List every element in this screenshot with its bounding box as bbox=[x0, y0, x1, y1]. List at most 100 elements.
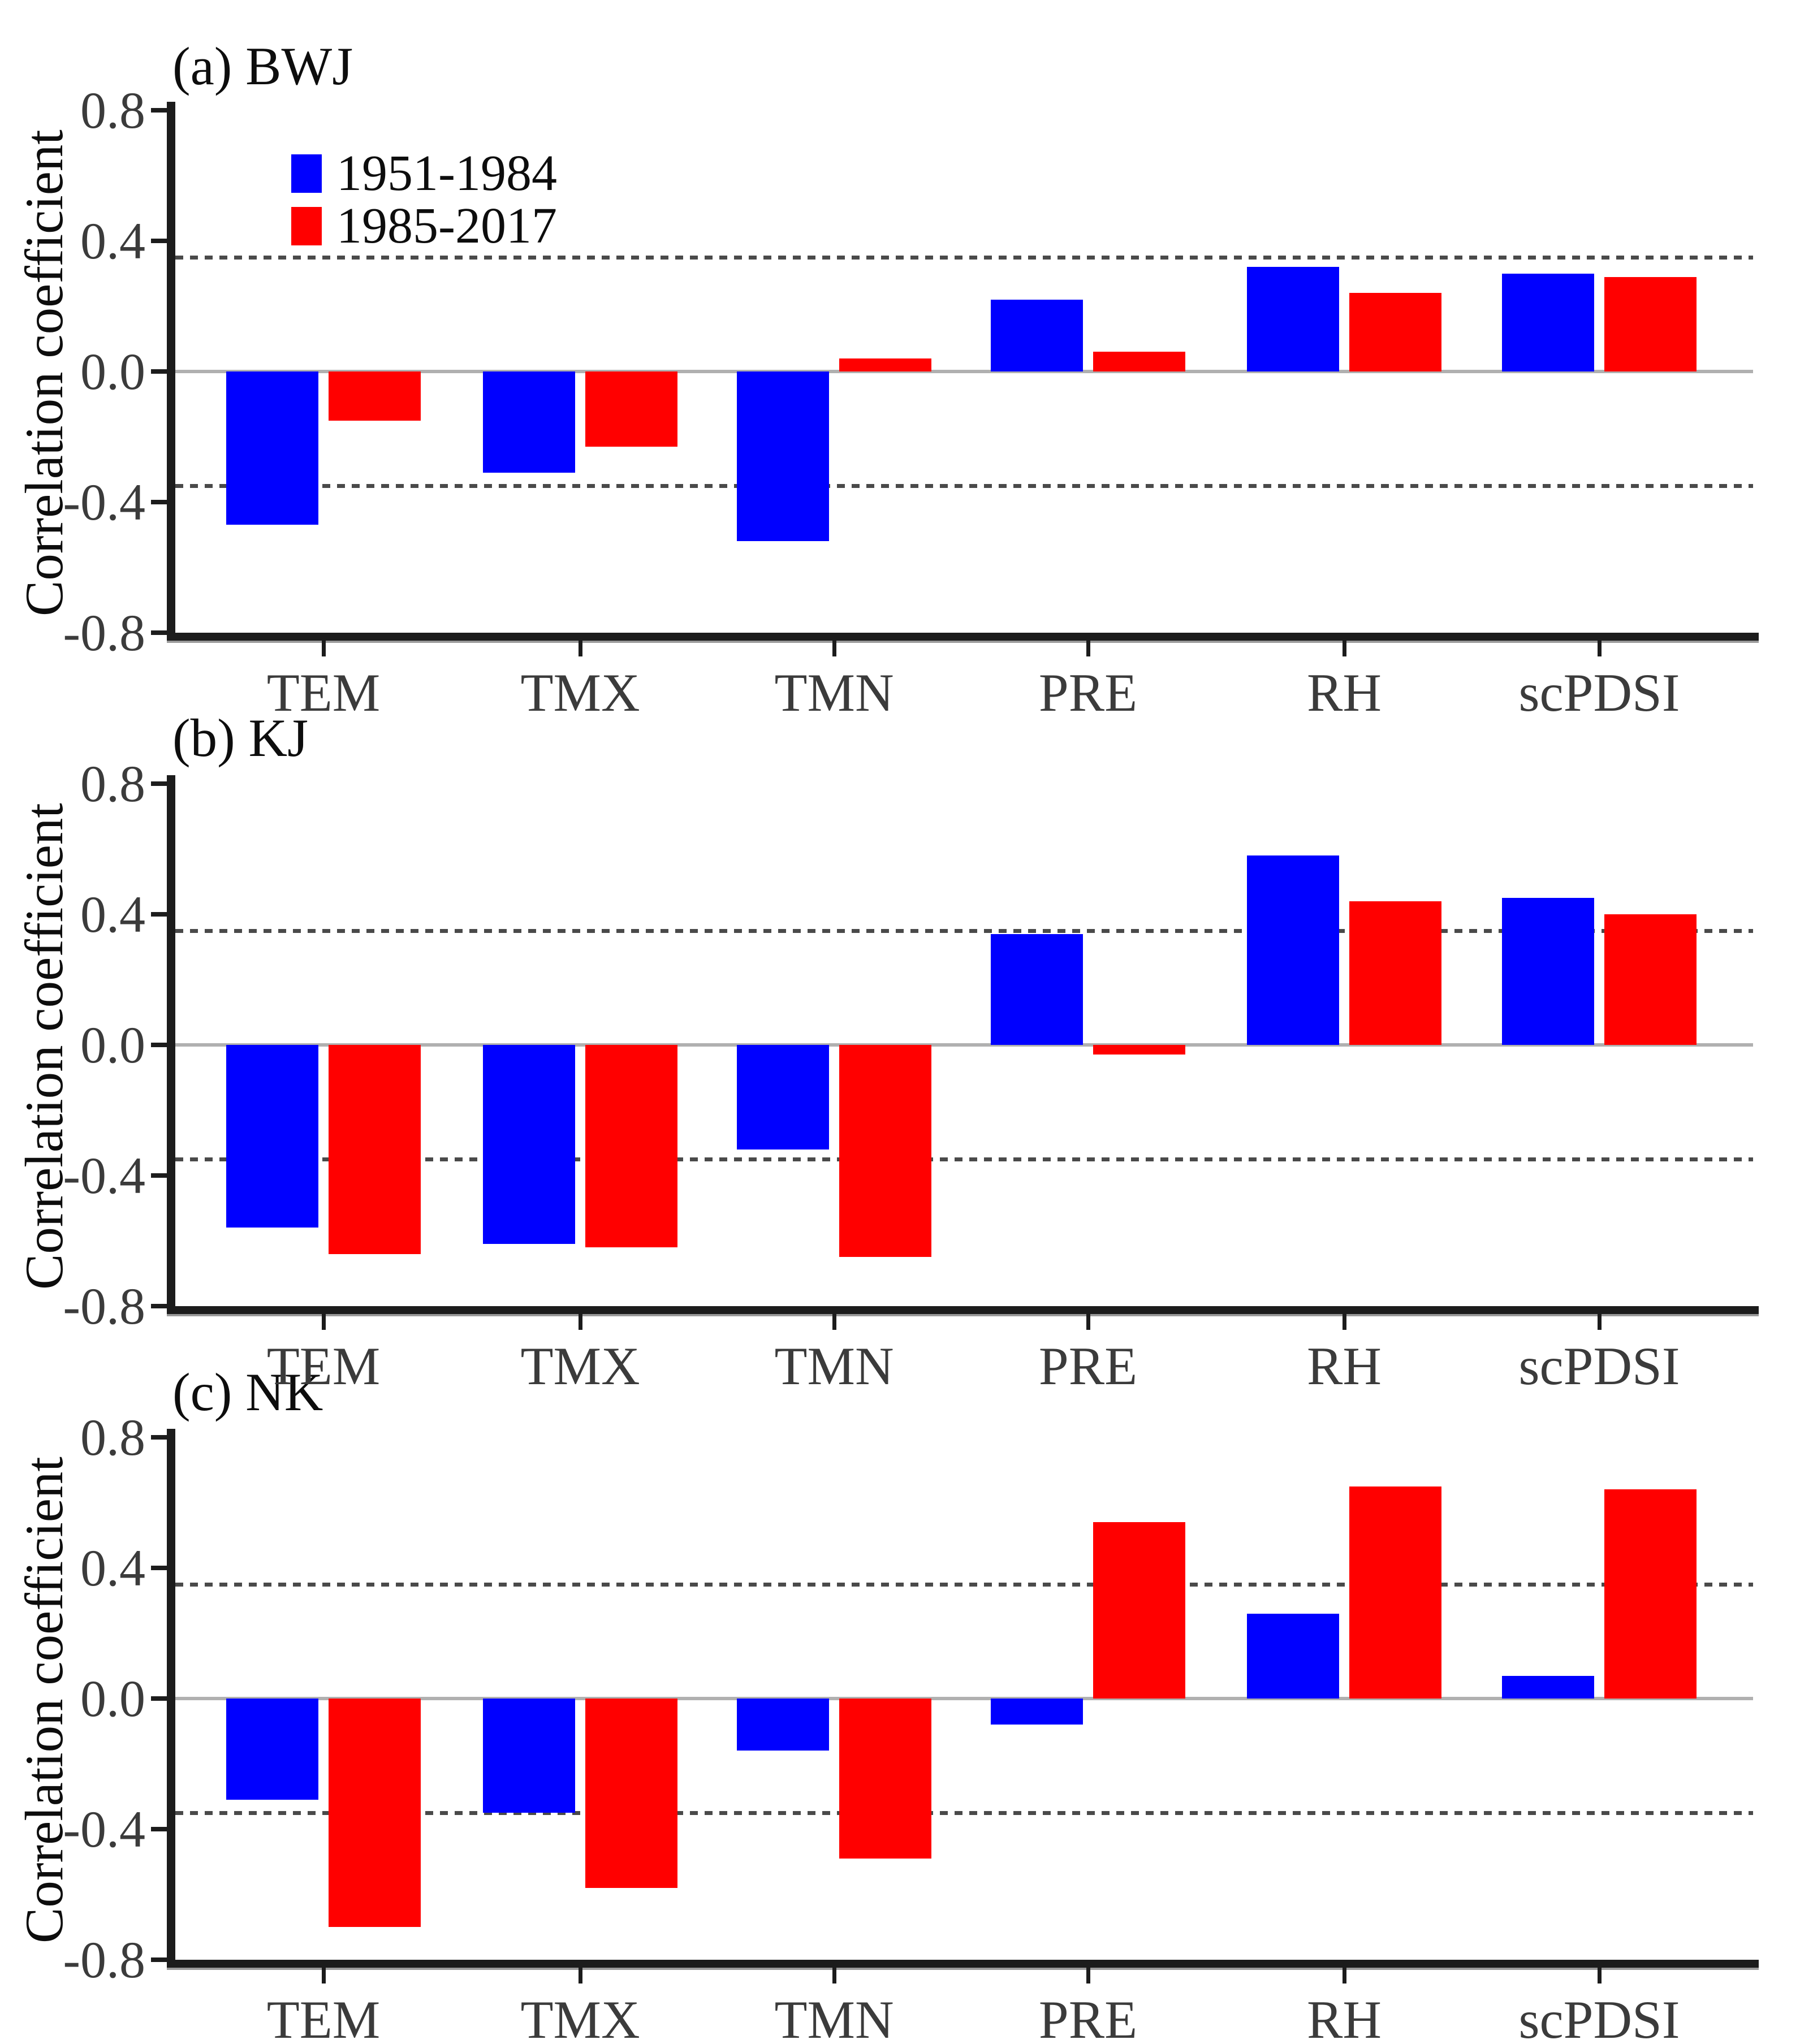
legend-row-1985-2017: 1985-2017 bbox=[291, 201, 557, 252]
y-tick-label-b-0.0: 0.0 bbox=[80, 1016, 145, 1074]
x-category-label-b-RH: RH bbox=[1307, 1336, 1382, 1396]
bar-c-TEM-1985-2017 bbox=[329, 1699, 421, 1927]
x-tick-a-RH bbox=[1343, 641, 1346, 656]
x-category-label-a-scPDSI: scPDSI bbox=[1518, 663, 1680, 723]
panel-a-title: (a) BWJ bbox=[172, 36, 353, 96]
bar-c-RH-1985-2017 bbox=[1349, 1486, 1441, 1699]
bar-a-RH-1985-2017 bbox=[1349, 293, 1441, 371]
x-tick-c-scPDSI bbox=[1598, 1968, 1602, 1983]
legend-label-1985-2017: 1985-2017 bbox=[336, 198, 557, 254]
x-category-label-b-TMN: TMN bbox=[774, 1336, 894, 1396]
y-tick-c-0.8 bbox=[151, 1435, 167, 1440]
y-tick-b-0.4 bbox=[151, 912, 167, 917]
y-tick-c--0.4 bbox=[151, 1827, 167, 1831]
x-tick-a-scPDSI bbox=[1598, 641, 1602, 656]
bar-a-RH-1951-1984 bbox=[1247, 267, 1339, 371]
bar-c-scPDSI-1951-1984 bbox=[1502, 1676, 1594, 1699]
x-tick-c-PRE bbox=[1086, 1968, 1090, 1983]
bar-a-TMX-1951-1984 bbox=[483, 371, 575, 473]
x-category-label-c-scPDSI: scPDSI bbox=[1518, 1990, 1680, 2044]
significance-line-b-lower bbox=[175, 1157, 1753, 1161]
significance-line-b-upper bbox=[175, 929, 1753, 933]
y-tick-label-b--0.8: -0.8 bbox=[63, 1277, 145, 1335]
x-category-label-c-TMX: TMX bbox=[520, 1990, 640, 2044]
x-tick-b-PRE bbox=[1086, 1314, 1090, 1330]
y-tick-label-a--0.4: -0.4 bbox=[63, 473, 145, 531]
bar-c-PRE-1985-2017 bbox=[1093, 1522, 1185, 1699]
y-tick-label-a--0.8: -0.8 bbox=[63, 604, 145, 662]
y-tick-b--0.8 bbox=[151, 1304, 167, 1308]
bar-a-PRE-1951-1984 bbox=[991, 300, 1083, 371]
x-tick-b-TMN bbox=[832, 1314, 836, 1330]
x-tick-a-TMN bbox=[832, 641, 836, 656]
bar-b-RH-1951-1984 bbox=[1247, 855, 1339, 1045]
y-tick-a--0.8 bbox=[151, 630, 167, 635]
y-tick-a-0.8 bbox=[151, 108, 167, 113]
y-tick-label-b--0.4: -0.4 bbox=[63, 1147, 145, 1204]
legend-label-1951-1984: 1951-1984 bbox=[336, 145, 557, 201]
bar-b-RH-1985-2017 bbox=[1349, 901, 1441, 1045]
x-tick-c-TMX bbox=[579, 1968, 582, 1983]
x-tick-b-RH bbox=[1343, 1314, 1346, 1330]
y-tick-label-b-0.8: 0.8 bbox=[80, 755, 145, 813]
x-axis-line-b bbox=[167, 1306, 1759, 1316]
significance-line-c-lower bbox=[175, 1811, 1753, 1815]
y-tick-label-a-0.8: 0.8 bbox=[80, 81, 145, 139]
panel-b-title: (b) KJ bbox=[172, 708, 309, 768]
bar-a-TEM-1951-1984 bbox=[226, 371, 318, 525]
y-tick-label-c-0.8: 0.8 bbox=[80, 1408, 145, 1466]
y-tick-a-0.0 bbox=[151, 369, 167, 374]
x-category-label-c-TMN: TMN bbox=[774, 1990, 894, 2044]
y-tick-label-c-0.4: 0.4 bbox=[80, 1539, 145, 1597]
legend-row-1951-1984: 1951-1984 bbox=[291, 148, 557, 199]
x-category-label-b-TEM: TEM bbox=[266, 1336, 381, 1396]
y-axis-line-c bbox=[167, 1429, 175, 1968]
x-category-label-a-TMN: TMN bbox=[774, 663, 894, 723]
panel-c-title: (c) NK bbox=[172, 1362, 323, 1422]
x-category-label-a-TMX: TMX bbox=[520, 663, 640, 723]
bar-b-scPDSI-1985-2017 bbox=[1604, 914, 1697, 1045]
zero-line-a bbox=[175, 370, 1753, 373]
y-tick-c-0.0 bbox=[151, 1696, 167, 1701]
y-axis-line-a bbox=[167, 102, 175, 641]
x-tick-b-TEM bbox=[322, 1314, 326, 1330]
x-category-label-b-scPDSI: scPDSI bbox=[1518, 1336, 1680, 1396]
y-tick-label-a-0.4: 0.4 bbox=[80, 212, 145, 270]
y-tick-c-0.4 bbox=[151, 1566, 167, 1570]
y-tick-a-0.4 bbox=[151, 239, 167, 243]
bar-c-TMX-1985-2017 bbox=[585, 1699, 677, 1888]
bar-a-TMX-1985-2017 bbox=[585, 371, 677, 447]
x-category-label-b-TMX: TMX bbox=[520, 1336, 640, 1396]
legend-swatch-blue bbox=[291, 154, 322, 193]
bar-c-TMN-1985-2017 bbox=[839, 1699, 931, 1859]
y-tick-label-c--0.4: -0.4 bbox=[63, 1800, 145, 1858]
y-tick-b--0.4 bbox=[151, 1173, 167, 1178]
legend-swatch-red bbox=[291, 207, 322, 245]
bar-c-TEM-1951-1984 bbox=[226, 1699, 318, 1800]
x-tick-b-scPDSI bbox=[1598, 1314, 1602, 1330]
bar-b-TMN-1985-2017 bbox=[839, 1045, 931, 1257]
x-category-label-a-TEM: TEM bbox=[266, 663, 381, 723]
bar-c-PRE-1951-1984 bbox=[991, 1699, 1083, 1725]
significance-line-c-upper bbox=[175, 1583, 1753, 1587]
y-tick-a--0.4 bbox=[151, 500, 167, 504]
x-category-label-a-RH: RH bbox=[1307, 663, 1382, 723]
bar-b-TEM-1951-1984 bbox=[226, 1045, 318, 1228]
y-tick-b-0.8 bbox=[151, 781, 167, 786]
y-tick-label-b-0.4: 0.4 bbox=[80, 885, 145, 943]
zero-line-c bbox=[175, 1697, 1753, 1700]
x-tick-b-TMX bbox=[579, 1314, 582, 1330]
bar-b-TMX-1951-1984 bbox=[483, 1045, 575, 1244]
bar-c-scPDSI-1985-2017 bbox=[1604, 1489, 1697, 1699]
y-tick-label-c--0.8: -0.8 bbox=[63, 1931, 145, 1989]
x-tick-c-TMN bbox=[832, 1968, 836, 1983]
x-tick-c-RH bbox=[1343, 1968, 1346, 1983]
significance-line-a-upper bbox=[175, 256, 1753, 260]
x-axis-line-c bbox=[167, 1960, 1759, 1970]
x-tick-a-TMX bbox=[579, 641, 582, 656]
bar-a-TMN-1951-1984 bbox=[737, 371, 829, 541]
bar-b-TMN-1951-1984 bbox=[737, 1045, 829, 1150]
y-axis-line-b bbox=[167, 775, 175, 1314]
significance-line-a-lower bbox=[175, 484, 1753, 488]
